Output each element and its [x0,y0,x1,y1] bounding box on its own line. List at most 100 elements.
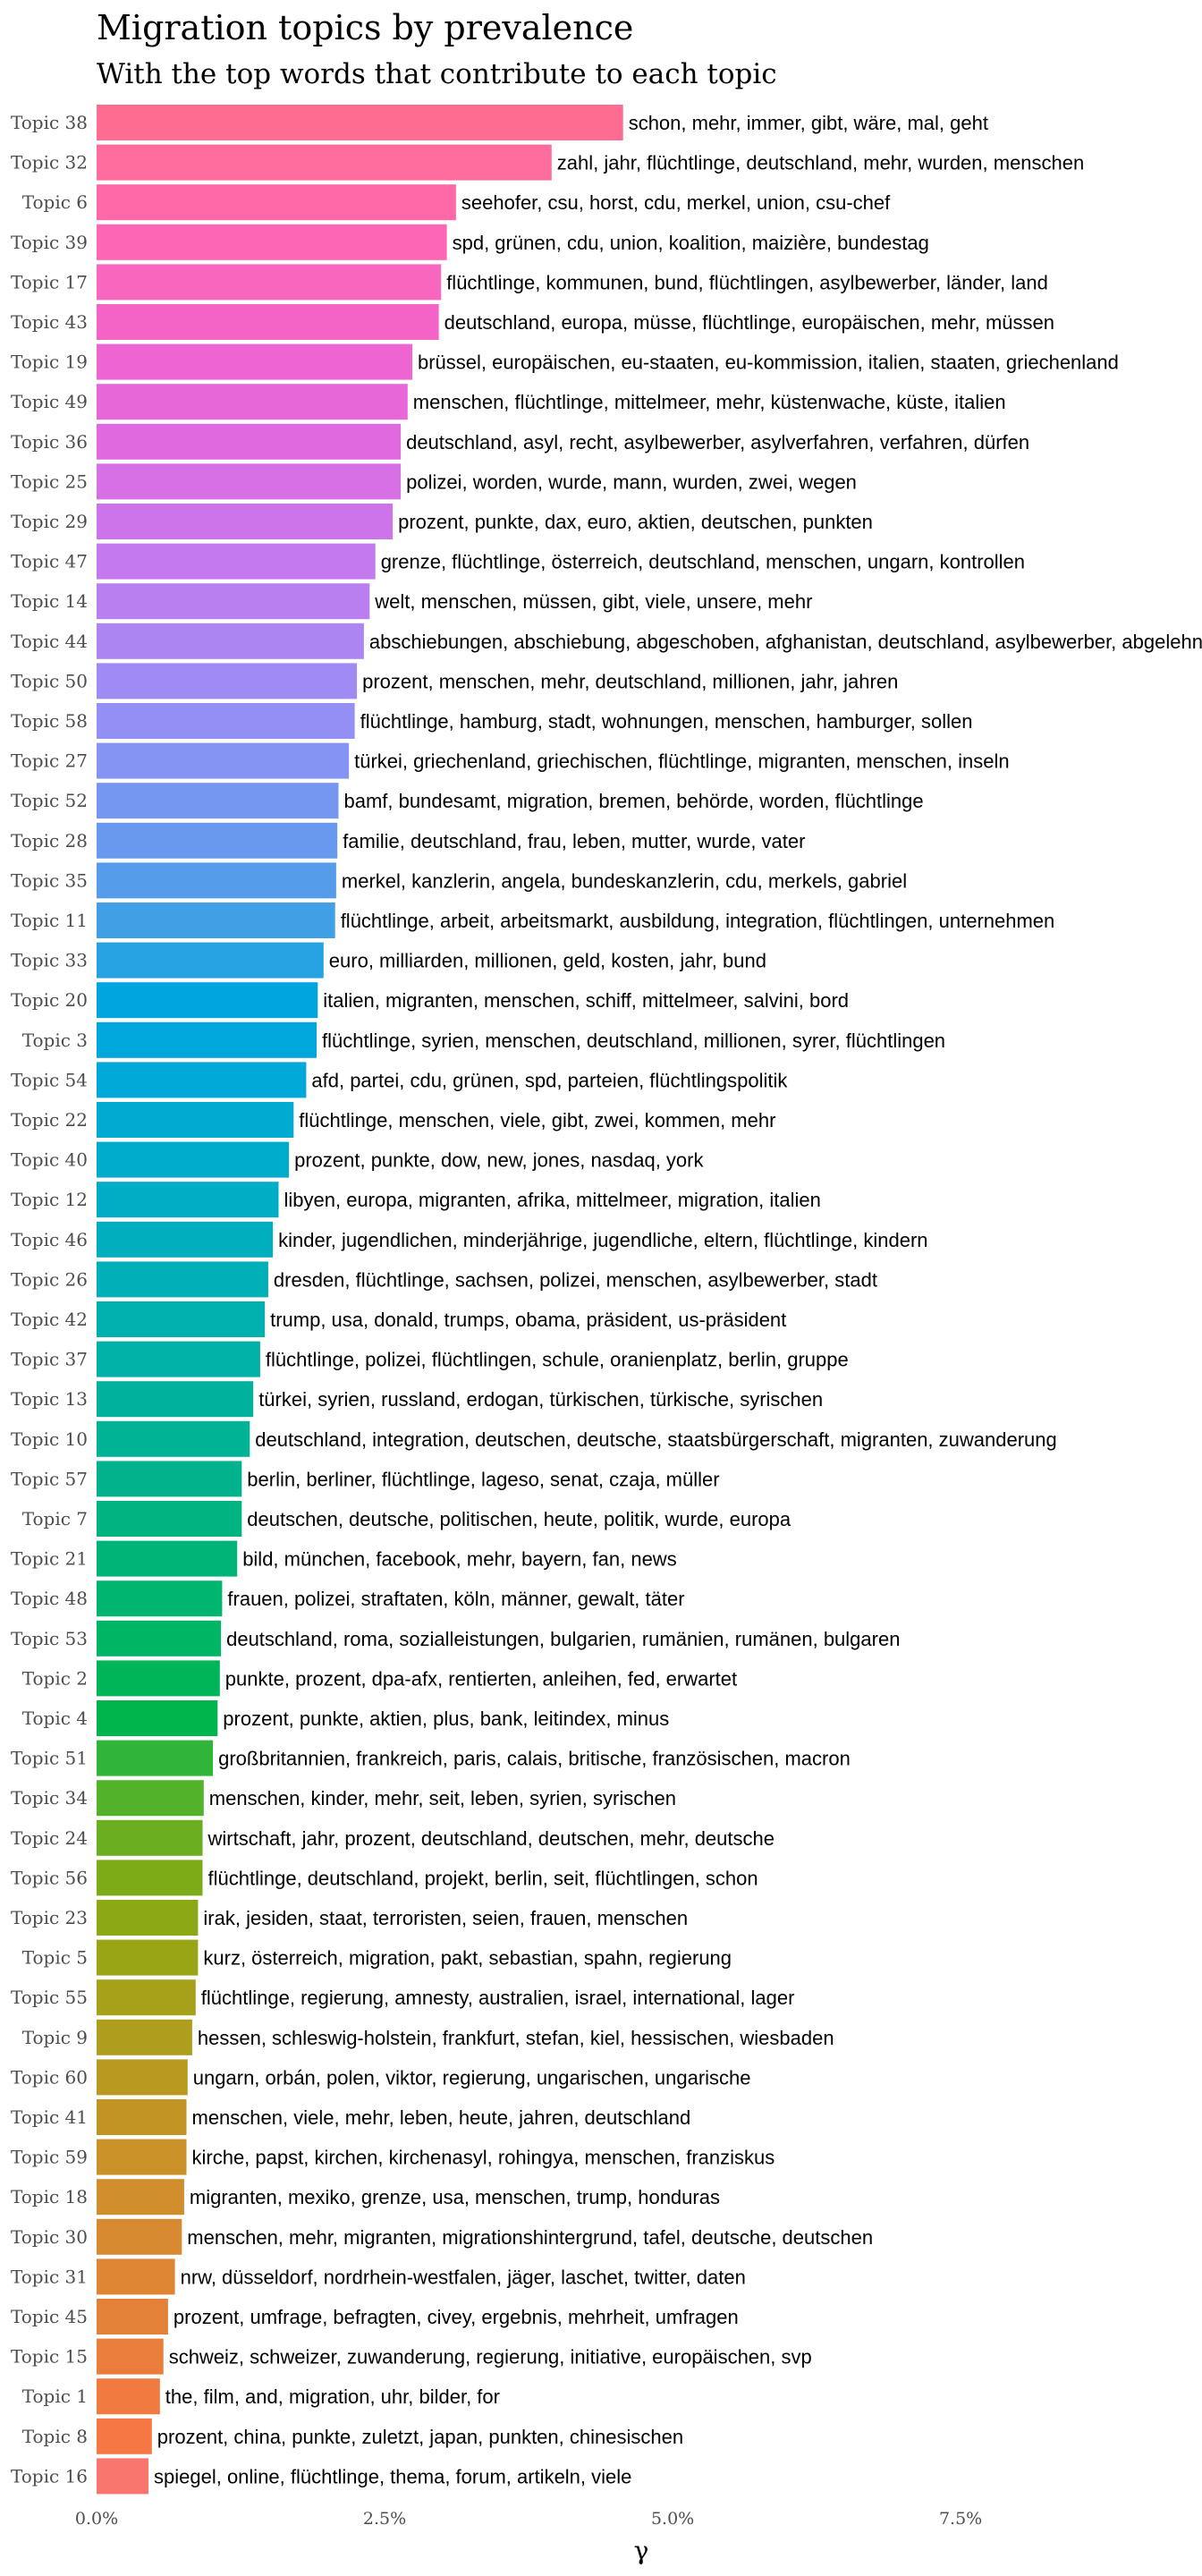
top-words-label: menschen, flüchtlinge, mittelmeer, mehr,… [413,391,1006,413]
bar-topic-24 [97,1819,203,1856]
top-words-label: dresden, flüchtlinge, sachsen, polizei, … [274,1268,877,1291]
top-words-label: bild, münchen, facebook, mehr, bayern, f… [242,1548,677,1571]
bar-topic-25 [97,463,402,500]
category-label: Topic 29 [11,511,88,532]
top-words-label: zahl, jahr, flüchtlinge, deutschland, me… [557,152,1084,174]
category-label: Topic 4 [22,1707,88,1729]
top-words-label: wirtschaft, jahr, prozent, deutschland, … [207,1827,775,1850]
top-words-label: polizei, worden, wurde, mann, wurden, zw… [406,470,857,493]
top-words-label: deutschland, roma, sozialleistungen, bul… [226,1628,900,1650]
category-label: Topic 25 [11,470,88,492]
top-words-label: deutschen, deutsche, politischen, heute,… [247,1508,791,1530]
bar-topic-30 [97,2218,182,2255]
bar-topic-42 [97,1301,266,1337]
bar-topic-36 [97,423,402,460]
bar-topic-49 [97,384,408,420]
top-words-label: hessen, schleswig-holstein, frankfurt, s… [198,2027,834,2049]
bars-group: Topic 38 schon, mehr, immer, gibt, wäre, … [11,105,1202,2495]
top-words-label: flüchtlinge, regierung, amnesty, austral… [201,1987,795,2009]
category-label: Topic 15 [11,2346,88,2368]
top-words-label: flüchtlinge, hamburg, stadt, wohnungen, … [360,710,973,733]
top-words-label: deutschland, asyl, recht, asylbewerber, … [406,431,1029,453]
x-axis-title: γ [634,2536,649,2565]
category-label: Topic 36 [11,431,88,453]
category-label: Topic 3 [22,1030,88,1051]
category-label: Topic 6 [22,191,88,213]
category-label: Topic 52 [11,790,88,811]
top-words-label: menschen, viele, mehr, leben, heute, jah… [192,2106,691,2129]
category-label: Topic 8 [22,2426,88,2447]
bar-topic-46 [97,1221,274,1258]
category-label: Topic 37 [11,1349,88,1370]
category-label: Topic 24 [11,1827,88,1849]
bar-topic-22 [97,1102,294,1138]
category-label: Topic 21 [11,1548,88,1570]
bar-topic-50 [97,663,358,699]
top-words-label: türkei, syrien, russland, erdogan, türki… [258,1388,823,1411]
bar-topic-6 [97,184,456,221]
top-words-label: spiegel, online, flüchtlinge, thema, for… [154,2465,631,2487]
top-words-label: euro, milliarden, millionen, geld, koste… [329,950,766,972]
bar-topic-54 [97,1062,307,1098]
category-label: Topic 9 [22,2027,88,2048]
top-words-label: italien, migranten, menschen, schiff, mi… [323,989,849,1012]
top-words-label: menschen, mehr, migranten, migrationshin… [187,2226,873,2249]
bar-topic-51 [97,1740,214,1776]
bar-topic-60 [97,2059,188,2096]
category-label: Topic 35 [11,869,88,891]
category-label: Topic 55 [11,1987,88,2008]
bar-topic-53 [97,1620,222,1657]
top-words-label: prozent, punkte, aktien, plus, bank, lei… [223,1707,669,1730]
top-words-label: merkel, kanzlerin, angela, bundeskanzler… [342,869,907,892]
category-label: Topic 44 [11,631,88,652]
top-words-label: spd, grünen, cdu, union, koalition, maiz… [453,232,929,254]
bar-topic-38 [97,105,623,140]
top-words-label: libyen, europa, migranten, afrika, mitte… [284,1189,821,1211]
bar-topic-48 [97,1580,223,1617]
top-words-label: grenze, flüchtlinge, österreich, deutsch… [381,551,1025,573]
bar-topic-33 [97,942,324,979]
category-label: Topic 22 [11,1109,88,1131]
bar-topic-26 [97,1261,268,1298]
bar-topic-52 [97,783,339,819]
bar-topic-12 [97,1182,279,1218]
category-label: Topic 48 [11,1588,88,1609]
category-label: Topic 38 [11,112,88,133]
bar-topic-44 [97,623,364,659]
top-words-label: prozent, china, punkte, zuletzt, japan, … [157,2426,683,2448]
top-words-label: flüchtlinge, arbeit, arbeitsmarkt, ausbi… [341,910,1055,932]
top-words-label: prozent, umfrage, befragten, civey, erge… [174,2306,739,2328]
chart-title: Migration topics by prevalence [97,8,633,47]
top-words-label: flüchtlinge, polizei, flüchtlingen, schu… [266,1349,849,1371]
bar-topic-10 [97,1420,250,1457]
top-words-label: nrw, düsseldorf, nordrhein-westfalen, jä… [181,2266,746,2288]
top-words-label: flüchtlinge, kommunen, bund, flüchtlinge… [446,271,1048,293]
top-words-label: berlin, berliner, flüchtlinge, lageso, s… [247,1468,719,1490]
category-label: Topic 16 [11,2465,88,2487]
bar-topic-20 [97,982,318,1019]
bar-topic-29 [97,504,394,539]
bar-topic-56 [97,1860,203,1896]
category-label: Topic 45 [11,2306,88,2327]
category-label: Topic 19 [11,352,88,373]
category-label: Topic 59 [11,2147,88,2168]
top-words-label: prozent, punkte, dax, euro, aktien, deut… [398,511,873,533]
category-label: Topic 57 [11,1468,88,1489]
category-label: Topic 18 [11,2186,88,2207]
category-label: Topic 12 [11,1189,88,1210]
category-label: Topic 49 [11,391,88,412]
bar-topic-21 [97,1540,238,1577]
bar-topic-5 [97,1939,199,1976]
category-label: Topic 13 [11,1388,88,1410]
top-words-label: schweiz, schweizer, zuwanderung, regieru… [169,2346,812,2368]
bar-topic-59 [97,2139,187,2175]
x-axis: 0.0% 2.5% 5.0% 7.5% [75,2509,982,2529]
bar-topic-27 [97,742,350,779]
bar-topic-18 [97,2179,184,2216]
bar-topic-35 [97,862,336,899]
top-words-label: prozent, menschen, mehr, deutschland, mi… [362,670,898,692]
top-words-label: brüssel, europäischen, eu-staaten, eu-ko… [418,352,1119,374]
bar-topic-9 [97,2019,192,2055]
top-words-label: trump, usa, donald, trumps, obama, präsi… [270,1309,786,1331]
top-words-label: migranten, mexiko, grenze, usa, menschen… [190,2186,720,2208]
